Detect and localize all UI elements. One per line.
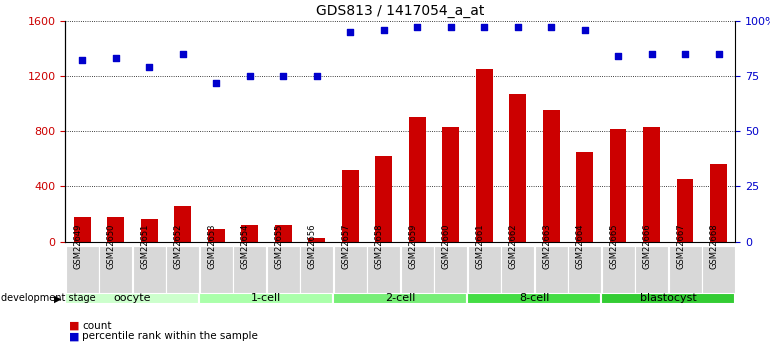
Point <box>310 73 323 79</box>
Point <box>712 51 725 57</box>
Bar <box>308 238 325 242</box>
Point <box>612 53 624 59</box>
Bar <box>333 293 467 304</box>
Bar <box>99 246 132 293</box>
Text: GSM22649: GSM22649 <box>73 224 82 269</box>
Bar <box>509 94 526 241</box>
Point <box>478 24 490 30</box>
Bar <box>534 246 567 293</box>
Bar <box>199 293 333 304</box>
Bar <box>367 246 400 293</box>
Bar <box>300 246 333 293</box>
Bar <box>74 217 91 241</box>
Text: 8-cell: 8-cell <box>519 294 550 303</box>
Bar <box>333 246 367 293</box>
Point <box>344 29 357 34</box>
Bar <box>275 225 292 241</box>
Bar <box>266 246 300 293</box>
Bar <box>65 246 99 293</box>
Bar <box>543 110 560 242</box>
Bar <box>233 246 266 293</box>
Bar <box>65 293 199 304</box>
Point <box>411 24 424 30</box>
Point <box>511 24 524 30</box>
Point <box>109 56 122 61</box>
Bar <box>409 117 426 242</box>
Text: GSM22652: GSM22652 <box>174 224 182 269</box>
Bar <box>476 69 493 241</box>
Bar <box>710 164 727 242</box>
Text: GSM22666: GSM22666 <box>643 224 651 269</box>
Text: GSM22664: GSM22664 <box>576 224 584 269</box>
Text: GSM22653: GSM22653 <box>207 224 216 269</box>
Text: development stage: development stage <box>1 294 95 303</box>
Text: GSM22654: GSM22654 <box>241 224 249 269</box>
Text: GSM22659: GSM22659 <box>408 224 417 269</box>
Text: ■: ■ <box>69 332 80 341</box>
Bar <box>467 246 500 293</box>
Bar <box>400 246 434 293</box>
Point <box>545 24 557 30</box>
Text: 2-cell: 2-cell <box>385 294 416 303</box>
Bar <box>199 246 233 293</box>
Text: ▶: ▶ <box>54 294 62 303</box>
Text: count: count <box>82 321 112 331</box>
Point <box>143 64 156 70</box>
Text: GSM22657: GSM22657 <box>341 224 350 269</box>
Bar <box>107 217 124 241</box>
Text: GSM22651: GSM22651 <box>140 224 149 269</box>
Bar <box>132 246 166 293</box>
Text: GSM22662: GSM22662 <box>509 224 517 269</box>
Bar <box>601 246 634 293</box>
Text: GSM22668: GSM22668 <box>710 224 718 269</box>
Point <box>243 73 256 79</box>
Text: GSM22660: GSM22660 <box>442 224 450 269</box>
Bar <box>442 127 459 242</box>
Point <box>210 80 223 85</box>
Text: 1-cell: 1-cell <box>251 294 282 303</box>
Point <box>578 27 591 32</box>
Bar <box>501 246 534 293</box>
Bar <box>208 229 225 242</box>
Bar <box>342 170 359 242</box>
Bar <box>635 246 668 293</box>
Bar <box>576 152 593 242</box>
Bar <box>643 127 660 242</box>
Bar <box>610 129 627 242</box>
Bar <box>601 293 735 304</box>
Text: ■: ■ <box>69 321 80 331</box>
Bar <box>434 246 467 293</box>
Point <box>444 24 457 30</box>
Bar <box>668 246 701 293</box>
Bar <box>241 225 258 241</box>
Bar <box>375 156 392 241</box>
Text: GSM22656: GSM22656 <box>308 224 316 269</box>
Bar <box>568 246 601 293</box>
Point <box>277 73 290 79</box>
Text: GSM22658: GSM22658 <box>375 224 383 269</box>
Text: GSM22665: GSM22665 <box>609 224 618 269</box>
Text: GSM22650: GSM22650 <box>107 224 116 269</box>
Bar <box>166 246 199 293</box>
Bar <box>702 246 735 293</box>
Text: blastocyst: blastocyst <box>640 294 697 303</box>
Text: percentile rank within the sample: percentile rank within the sample <box>82 332 258 341</box>
Bar <box>174 206 191 242</box>
Point <box>377 27 390 32</box>
Point <box>176 51 189 57</box>
Text: GSM22663: GSM22663 <box>542 224 551 269</box>
Bar <box>141 219 158 242</box>
Point <box>679 51 691 57</box>
Bar <box>467 293 601 304</box>
Text: GSM22661: GSM22661 <box>475 224 484 269</box>
Point <box>645 51 658 57</box>
Title: GDS813 / 1417054_a_at: GDS813 / 1417054_a_at <box>316 4 484 18</box>
Text: GSM22667: GSM22667 <box>676 224 685 269</box>
Text: oocyte: oocyte <box>114 294 151 303</box>
Bar <box>677 179 694 242</box>
Text: GSM22655: GSM22655 <box>274 224 283 269</box>
Point <box>76 58 89 63</box>
